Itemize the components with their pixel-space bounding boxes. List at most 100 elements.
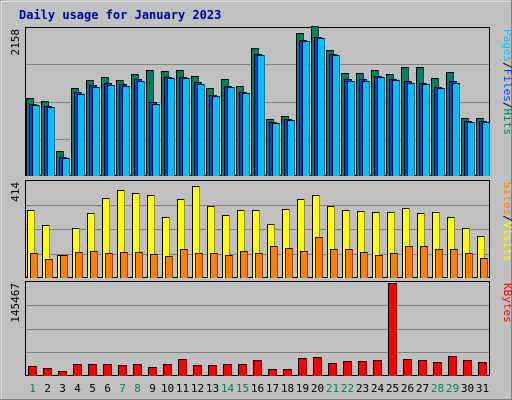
x-tick-label-day-14: 14 bbox=[221, 382, 235, 395]
bar-sites-day-7 bbox=[120, 252, 128, 278]
bar-kbytes-day-10 bbox=[163, 364, 172, 376]
bar-visits-day-10 bbox=[162, 217, 170, 278]
panel-kbytes: 145467 KBytes bbox=[9, 281, 512, 376]
bar-visits-day-18 bbox=[282, 209, 290, 278]
bar-pages-day-9 bbox=[152, 104, 160, 176]
x-tick-label-day-6: 6 bbox=[104, 382, 111, 395]
legend: Pages/Files/Hits bbox=[501, 29, 512, 135]
bar-kbytes-day-21 bbox=[328, 363, 337, 376]
bar-pages-day-15 bbox=[242, 93, 250, 176]
x-tick-label-day-20: 20 bbox=[311, 382, 324, 395]
bar-sites-day-2 bbox=[45, 259, 53, 278]
bar-pages-day-4 bbox=[77, 94, 85, 176]
bar-visits-day-21 bbox=[327, 206, 335, 278]
bar-sites-day-29 bbox=[450, 249, 458, 278]
bar-pages-day-17 bbox=[272, 123, 280, 176]
x-tick-label-day-25: 25 bbox=[386, 382, 399, 395]
x-tick-label-day-23: 23 bbox=[356, 382, 369, 395]
legend-entry-1: / bbox=[501, 62, 512, 69]
bars bbox=[27, 186, 488, 278]
bar-pages-day-8 bbox=[137, 81, 145, 176]
bar-visits-day-11 bbox=[177, 199, 185, 278]
bar-kbytes-day-3 bbox=[58, 371, 67, 376]
x-axis-day-labels: 1 2 3 4 5 6 7 8 9 10 11 12 13 14 15 16 17 18 19 20 21 22 23 24 2… bbox=[29, 382, 489, 395]
bar-sites-day-6 bbox=[105, 253, 113, 278]
bar-sites-day-14 bbox=[225, 255, 233, 278]
bar-pages-day-12 bbox=[197, 84, 205, 176]
bar-sites-day-25 bbox=[390, 253, 398, 278]
x-tick-label-day-27: 27 bbox=[416, 382, 429, 395]
x-tick-label-day-15: 15 bbox=[236, 382, 249, 395]
bar-pages-day-27 bbox=[422, 84, 430, 176]
bar-sites-day-23 bbox=[360, 252, 368, 278]
bar-sites-day-9 bbox=[150, 254, 158, 278]
bar-visits-day-28 bbox=[432, 212, 440, 278]
x-tick-label-day-1: 1 bbox=[29, 382, 36, 395]
bar-kbytes-day-20 bbox=[313, 357, 322, 376]
bar-sites-day-10 bbox=[165, 256, 173, 278]
legend-entry-0: KBytes bbox=[501, 283, 512, 323]
bar-kbytes-day-30 bbox=[463, 360, 472, 376]
legend-entry-1: / bbox=[501, 215, 512, 222]
bar-pages-day-24 bbox=[377, 77, 385, 176]
x-tick-label-day-29: 29 bbox=[446, 382, 459, 395]
chart-title: Daily usage for January 2023 bbox=[19, 8, 221, 22]
bar-sites-day-19 bbox=[300, 251, 308, 278]
legend-entry-0: Sites bbox=[501, 182, 512, 215]
bar-sites-day-11 bbox=[180, 249, 188, 278]
bar-visits-day-7 bbox=[117, 190, 125, 278]
bar-pages-day-28 bbox=[437, 88, 445, 176]
bar-kbytes-day-19 bbox=[298, 358, 307, 376]
bar-kbytes-day-12 bbox=[193, 365, 202, 376]
bar-pages-day-18 bbox=[287, 120, 295, 176]
bar-pages-day-16 bbox=[257, 55, 265, 176]
bar-visits-day-20 bbox=[312, 195, 320, 278]
bar-kbytes-day-24 bbox=[373, 360, 382, 376]
x-tick-label-day-11: 11 bbox=[176, 382, 189, 395]
x-tick-label-day-12: 12 bbox=[191, 382, 204, 395]
bar-sites-day-31 bbox=[480, 258, 488, 278]
bar-kbytes-day-27 bbox=[418, 360, 427, 376]
legend: KBytes bbox=[501, 283, 512, 323]
bar-sites-day-17 bbox=[270, 246, 278, 278]
x-tick-label-day-3: 3 bbox=[59, 382, 66, 395]
bar-kbytes-day-4 bbox=[73, 364, 82, 376]
bar-kbytes-day-13 bbox=[208, 365, 217, 376]
x-tick-label-day-2: 2 bbox=[44, 382, 51, 395]
bar-visits-day-6 bbox=[102, 198, 110, 278]
bar-visits-day-24 bbox=[372, 212, 380, 278]
bar-visits-day-15 bbox=[237, 210, 245, 278]
x-tick-label-day-4: 4 bbox=[74, 382, 81, 395]
legend-entry-2: Visits bbox=[501, 222, 512, 262]
bar-visits-day-16 bbox=[252, 210, 260, 278]
bar-kbytes-day-28 bbox=[433, 362, 442, 376]
bar-visits-day-1 bbox=[27, 210, 35, 278]
bar-pages-day-11 bbox=[182, 78, 190, 176]
bar-pages-day-23 bbox=[362, 81, 370, 176]
bar-visits-day-2 bbox=[42, 225, 50, 278]
bar-visits-day-8 bbox=[132, 193, 140, 278]
panel-visits-sites: 414 Sites/Visits bbox=[9, 180, 512, 278]
y-max-label: 414 bbox=[9, 182, 22, 202]
legend-entry-4: Hits bbox=[501, 109, 512, 136]
bar-sites-day-26 bbox=[405, 246, 413, 278]
bar-sites-day-1 bbox=[30, 253, 38, 278]
x-tick-label-day-28: 28 bbox=[431, 382, 444, 395]
bar-pages-day-25 bbox=[392, 80, 400, 176]
legend: Sites/Visits bbox=[501, 182, 512, 262]
y-max-label: 145467 bbox=[9, 283, 22, 323]
bar-sites-day-30 bbox=[465, 253, 473, 278]
x-tick-label-day-18: 18 bbox=[281, 382, 294, 395]
x-tick-label-day-30: 30 bbox=[461, 382, 474, 395]
bars bbox=[26, 26, 490, 176]
x-tick-label-day-21: 21 bbox=[326, 382, 339, 395]
bar-kbytes-day-14 bbox=[223, 364, 232, 376]
legend-entry-3: / bbox=[501, 102, 512, 109]
bar-kbytes-day-17 bbox=[268, 369, 277, 376]
bar-pages-day-3 bbox=[62, 158, 70, 176]
x-tick-label-day-5: 5 bbox=[89, 382, 96, 395]
bar-pages-day-5 bbox=[92, 87, 100, 176]
bar-kbytes-day-1 bbox=[28, 366, 37, 376]
bar-sites-day-18 bbox=[285, 248, 293, 278]
x-tick-label-day-17: 17 bbox=[266, 382, 279, 395]
